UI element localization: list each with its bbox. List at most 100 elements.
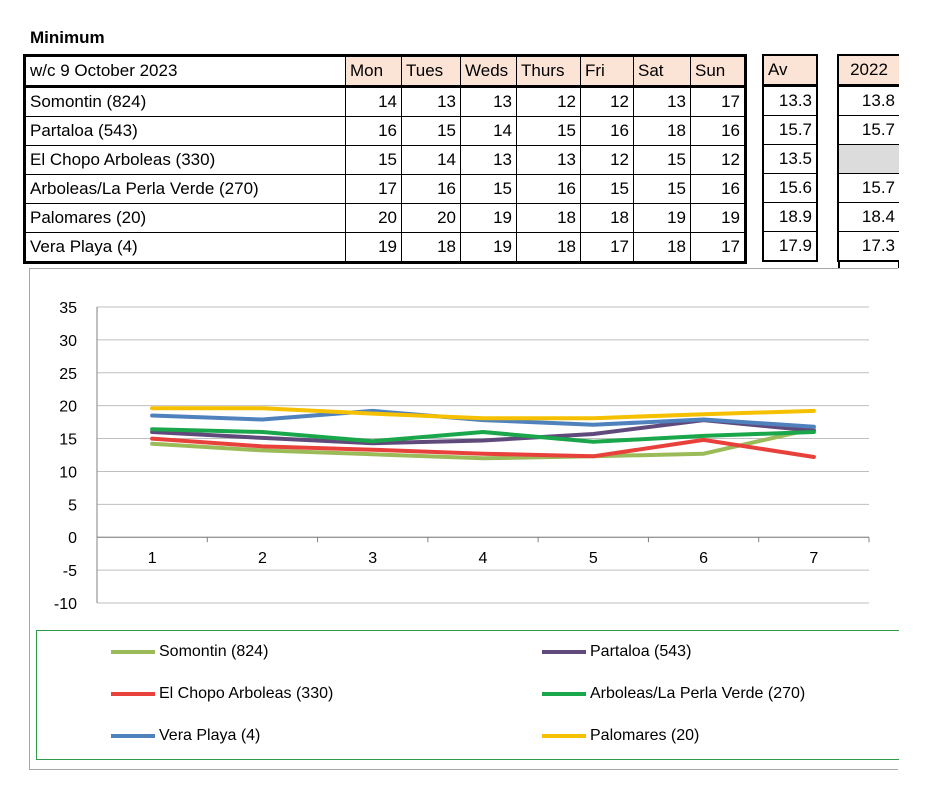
- temperature-cell: 18: [580, 203, 634, 233]
- legend-item: Partaloa (543): [542, 643, 691, 661]
- temperature-cell: 12: [690, 145, 746, 175]
- series-line: [150, 427, 816, 444]
- line-chart: 35 30 25 20 15 10 5 0 -5 -10 1 2 3 4 5 6 7: [54, 300, 870, 613]
- station-name: Vera Playa (4): [24, 232, 346, 263]
- temperature-cell: 12: [516, 86, 581, 117]
- day-header: Tues: [401, 55, 461, 87]
- previous-year-cell: 15.7: [837, 115, 899, 145]
- y-tick-label: 10: [59, 464, 77, 481]
- temperature-cell: 19: [633, 203, 691, 233]
- temperature-cell: 19: [690, 203, 746, 233]
- day-header: Fri: [580, 55, 634, 87]
- station-name: Palomares (20): [24, 203, 346, 233]
- temperature-cell: 20: [345, 203, 402, 233]
- average-cell: 15.6: [762, 173, 818, 203]
- temperature-cell: 16: [401, 174, 461, 204]
- temperature-cell: 15: [580, 174, 634, 204]
- temperature-cell: 18: [516, 232, 581, 263]
- x-tick-label: 2: [258, 550, 267, 567]
- temperature-cell: 17: [690, 232, 746, 263]
- temperature-cell: 14: [401, 145, 461, 175]
- legend-swatch: [111, 650, 155, 654]
- series-line: [150, 406, 816, 421]
- legend-item: Arboleas/La Perla Verde (270): [542, 685, 805, 703]
- temperature-cell: 14: [345, 86, 402, 117]
- x-tick-label: 4: [479, 550, 488, 567]
- station-name: Partaloa (543): [24, 116, 346, 146]
- temperature-cell: 17: [690, 86, 746, 117]
- temperature-cell: 17: [345, 174, 402, 204]
- average-cell: 13.5: [762, 144, 818, 174]
- temperature-cell: 18: [633, 116, 691, 146]
- y-tick-label: 35: [59, 300, 77, 317]
- legend-swatch: [111, 734, 155, 738]
- previous-year-header: 2022: [837, 54, 899, 87]
- table-row: Somontin (824) 14 13 13 12 12 13 17: [24, 86, 746, 117]
- temperature-cell: 18: [516, 203, 581, 233]
- temperature-cell: 19: [460, 232, 517, 263]
- previous-year-cell: 13.8: [837, 85, 899, 116]
- y-tick-label: 5: [68, 497, 77, 514]
- y-tick-label: 30: [59, 333, 77, 350]
- chart-area: 35 30 25 20 15 10 5 0 -5 -10 1 2 3 4 5 6 7: [29, 268, 898, 770]
- temperature-cell: 16: [580, 116, 634, 146]
- station-name: Somontin (824): [24, 86, 346, 117]
- day-header: Thurs: [516, 55, 581, 87]
- sheet-title: Minimum: [30, 28, 105, 47]
- temperature-cell: 18: [401, 232, 461, 263]
- x-tick-label: 7: [809, 550, 818, 567]
- table-row: El Chopo Arboleas (330) 15 14 13 13 12 15 12: [24, 145, 746, 175]
- day-header: Sat: [633, 55, 691, 87]
- station-name: El Chopo Arboleas (330): [24, 145, 346, 175]
- temperature-cell: 16: [690, 116, 746, 146]
- temperature-table: w/c 9 October 2023 Mon Tues Weds Thurs F…: [23, 54, 747, 264]
- y-tick-label: 20: [59, 399, 77, 416]
- chart-legend: Somontin (824) Partaloa (543) El Chopo Arb…: [36, 630, 899, 760]
- temperature-cell: 12: [580, 145, 634, 175]
- table-row: Palomares (20) 20 20 19 18 18 19 19: [24, 203, 746, 233]
- day-header: Weds: [460, 55, 517, 87]
- x-tick-label: 1: [148, 550, 157, 567]
- average-header: Av: [762, 54, 818, 87]
- average-cell: 15.7: [762, 115, 818, 145]
- temperature-cell: 15: [633, 145, 691, 175]
- temperature-cell: 13: [633, 86, 691, 117]
- temperature-cell: 14: [460, 116, 517, 146]
- y-tick-label: 15: [59, 432, 77, 449]
- temperature-cell: 13: [460, 145, 517, 175]
- week-label: w/c 9 October 2023: [24, 55, 346, 87]
- temperature-cell: 15: [633, 174, 691, 204]
- previous-year-table-tail: [838, 262, 899, 268]
- temperature-cell: 19: [345, 232, 402, 263]
- temperature-cell: 13: [516, 145, 581, 175]
- series-line: [150, 436, 816, 459]
- station-name: Arboleas/La Perla Verde (270): [24, 174, 346, 204]
- previous-year-cell: 15.7: [837, 173, 899, 203]
- temperature-cell: 16: [345, 116, 402, 146]
- temperature-cell: 20: [401, 203, 461, 233]
- average-cell: 13.3: [762, 85, 818, 116]
- table-header-row: w/c 9 October 2023 Mon Tues Weds Thurs F…: [24, 55, 746, 87]
- average-cell: 17.9: [762, 231, 818, 262]
- y-tick-label: 0: [68, 530, 77, 547]
- temperature-cell: 13: [401, 86, 461, 117]
- temperature-cell: 17: [580, 232, 634, 263]
- y-tick-label: -5: [63, 563, 77, 580]
- y-tick-label: -10: [54, 596, 77, 613]
- table-row: Arboleas/La Perla Verde (270) 17 16 15 16 15 1…: [24, 174, 746, 204]
- average-table: Av 13.3 15.7 13.5 15.6 18.9 17.9: [762, 54, 818, 262]
- legend-swatch: [542, 650, 586, 654]
- x-tick-label: 5: [589, 550, 598, 567]
- day-header: Sun: [690, 55, 746, 87]
- table-row: Partaloa (543) 16 15 14 15 16 18 16: [24, 116, 746, 146]
- legend-item: El Chopo Arboleas (330): [111, 685, 333, 703]
- legend-label: Arboleas/La Perla Verde (270): [590, 685, 806, 702]
- legend-item: Vera Playa (4): [111, 727, 260, 745]
- temperature-cell: 18: [633, 232, 691, 263]
- legend-label: Somontin (824): [159, 643, 269, 660]
- legend-label: El Chopo Arboleas (330): [159, 685, 334, 702]
- legend-item: Palomares (20): [542, 727, 699, 745]
- temperature-cell: 15: [460, 174, 517, 204]
- average-cell: 18.9: [762, 202, 818, 232]
- previous-year-cell: 18.4: [837, 202, 899, 232]
